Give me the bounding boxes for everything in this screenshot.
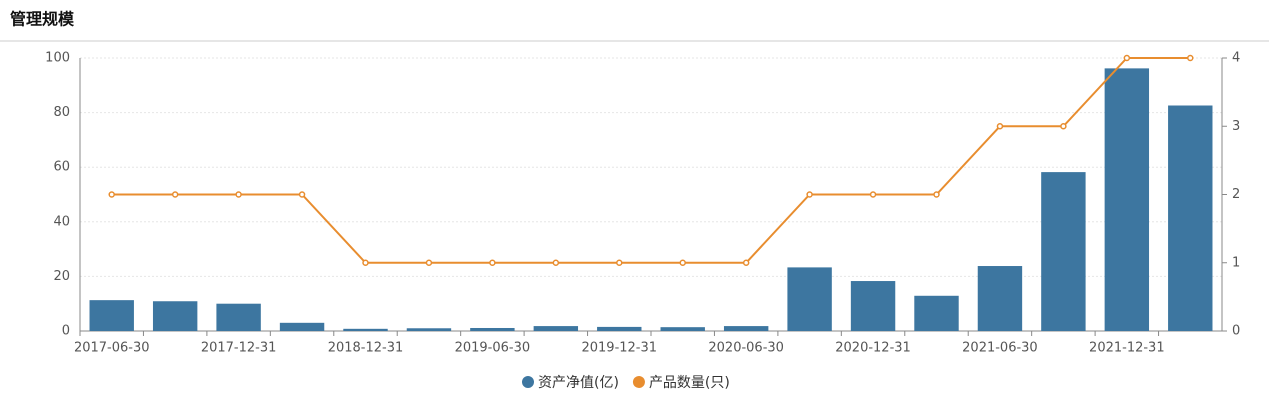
bar: [914, 295, 959, 331]
y-tick-label: 60: [53, 160, 70, 175]
x-tick-label: 2020-12-31: [835, 341, 911, 356]
bar: [660, 327, 705, 331]
line: [111, 57, 1191, 264]
bar: [279, 322, 325, 331]
legend-label: 资产净值(亿): [538, 375, 619, 391]
point: [171, 191, 179, 198]
point: [552, 259, 560, 266]
y2-tick-label: 1: [1232, 255, 1240, 270]
bar: [1041, 172, 1086, 331]
bar: [343, 328, 388, 331]
x-tick-label: 2021-12-31: [1089, 341, 1165, 356]
bar: [723, 326, 769, 331]
point: [1187, 54, 1194, 62]
y2-tick-label: 0: [1232, 324, 1240, 339]
x-tick-label: 2017-06-30: [74, 341, 150, 356]
legend-marker: [522, 376, 534, 388]
x-tick-label: 2019-12-31: [581, 341, 657, 356]
chart-title: 管理规模: [10, 10, 75, 29]
bar: [1104, 68, 1150, 332]
point: [679, 259, 686, 266]
bar: [533, 326, 579, 331]
bar: [787, 267, 832, 331]
point: [616, 259, 623, 266]
y-tick-label: 0: [62, 324, 70, 339]
bar: [597, 326, 642, 331]
x-tick-label: 2018-12-31: [328, 341, 404, 356]
x-tick-label: 2019-06-30: [455, 341, 531, 356]
bar: [977, 266, 1023, 331]
point: [1060, 123, 1067, 130]
point: [869, 191, 877, 198]
y2-tick-label: 2: [1232, 187, 1240, 202]
y-tick-label: 40: [53, 214, 70, 229]
bar: [406, 328, 452, 331]
x-tick-label: 2017-12-31: [201, 341, 277, 356]
point: [806, 191, 813, 198]
point: [1123, 54, 1131, 62]
x-tick-label: 2020-06-30: [708, 341, 784, 356]
point: [933, 191, 940, 198]
y-tick-label: 20: [53, 269, 70, 284]
y-tick-label: 80: [53, 105, 70, 120]
bar: [470, 327, 515, 331]
bar: [89, 300, 134, 331]
point: [108, 191, 115, 198]
point: [489, 259, 496, 266]
point: [298, 191, 306, 198]
bar: [152, 301, 198, 331]
point: [362, 259, 369, 266]
y2-tick-label: 3: [1232, 119, 1240, 134]
point: [996, 123, 1004, 130]
legend-label: 产品数量(只): [649, 375, 730, 391]
point: [425, 259, 433, 266]
point: [742, 259, 750, 266]
legend-marker: [632, 376, 645, 388]
bar: [216, 303, 261, 331]
y-tick-label: 100: [45, 51, 70, 66]
bar: [850, 281, 896, 331]
bar: [1168, 105, 1213, 331]
point: [235, 191, 242, 198]
x-tick-label: 2021-06-30: [962, 341, 1038, 356]
y2-tick-label: 4: [1232, 51, 1240, 66]
